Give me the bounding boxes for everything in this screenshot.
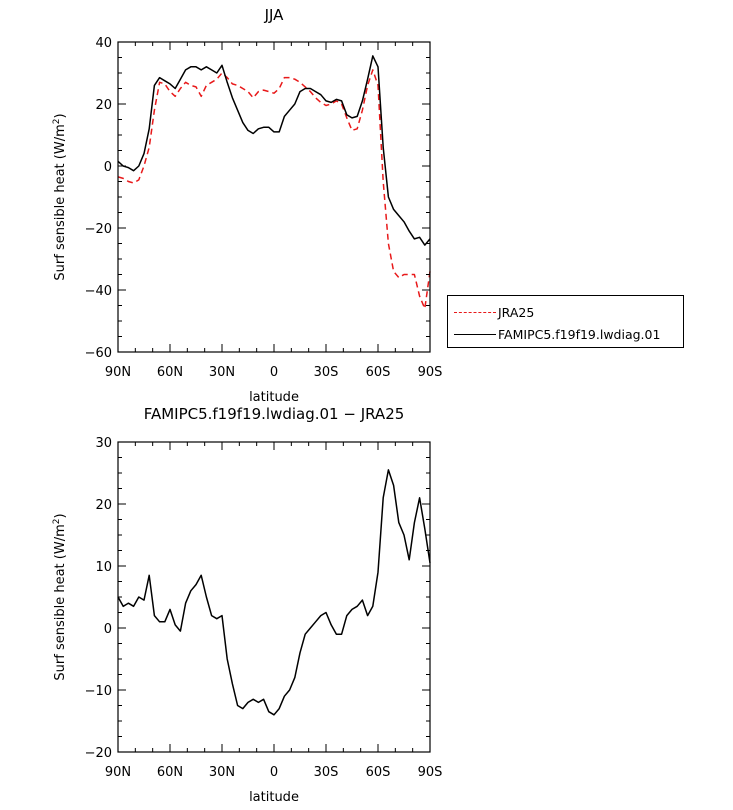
top-y-tick-label: −20 xyxy=(85,222,112,237)
top-series-line-famipc5-f19f19-lwdiag-01 xyxy=(117,55,431,246)
bottom-x-tick-label: 0 xyxy=(270,765,278,780)
top-x-tick-label: 90S xyxy=(418,365,443,380)
bottom-panel-series-layer xyxy=(117,469,431,716)
bottom-panel-y-axis-label: Surf sensible heat (W/m2) xyxy=(52,513,68,680)
legend-swatch-jra25 xyxy=(454,311,496,313)
bottom-x-tick-label: 90S xyxy=(418,765,443,780)
top-panel-y-axis-label-sup: 2 xyxy=(52,119,62,125)
bottom-x-tick-label: 30S xyxy=(314,765,339,780)
bottom-x-tick-label: 60S xyxy=(366,765,391,780)
top-y-tick-label: −40 xyxy=(85,284,112,299)
bottom-y-tick-label: 30 xyxy=(95,436,112,451)
legend-label-famipc5: FAMIPC5.f19f19.lwdiag.01 xyxy=(498,326,661,342)
legend-label-jra25: JRA25 xyxy=(498,304,535,320)
bottom-y-tick-label: −20 xyxy=(85,746,112,761)
bottom-y-tick-label: 0 xyxy=(104,622,112,637)
bottom-panel-title: FAMIPC5.f19f19.lwdiag.01 − JRA25 xyxy=(144,405,405,423)
bottom-panel-difference: FAMIPC5.f19f19.lwdiag.01 − JRA25 90N 60N 3… xyxy=(52,405,442,805)
legend-swatch-famipc5 xyxy=(454,333,496,335)
bottom-panel-x-axis-label: latitude xyxy=(249,790,299,805)
top-panel-plot-frame xyxy=(117,41,431,353)
legend-entry-jra25: JRA25 xyxy=(454,303,534,321)
top-y-tick-label: 0 xyxy=(104,160,112,175)
top-x-tick-label: 60S xyxy=(366,365,391,380)
top-x-tick-label: 30S xyxy=(314,365,339,380)
bottom-y-tick-label: −10 xyxy=(85,684,112,699)
bottom-x-tick-label: 60N xyxy=(157,765,183,780)
top-panel-y-axis-label-end: ) xyxy=(53,113,68,118)
bottom-y-tick-label: 10 xyxy=(95,560,112,575)
bottom-series-line-difference xyxy=(117,469,431,716)
top-y-tick-label: −60 xyxy=(85,346,112,361)
bottom-y-tick-label: 20 xyxy=(95,498,112,513)
top-x-tick-label: 30N xyxy=(209,365,235,380)
top-x-tick-label: 90N xyxy=(105,365,131,380)
top-panel-ticks: 90N 60N 30N 0 30S 60S 90S −60 −40 −20 0 20 40 xyxy=(85,36,443,380)
top-series-line-jra25 xyxy=(117,69,431,310)
bottom-panel-y-axis-label-main: Surf sensible heat (W/m xyxy=(53,524,68,680)
top-panel-legend: JRA25 FAMIPC5.f19f19.lwdiag.01 xyxy=(447,295,684,348)
top-x-tick-label: 60N xyxy=(157,365,183,380)
top-panel-x-axis-label: latitude xyxy=(249,390,299,405)
top-panel-jja: JJA 90N 60N 30N 0 30S 60S 90S −60 −40 −20 0 20 40 la… xyxy=(52,6,442,405)
top-y-tick-label: 20 xyxy=(95,98,112,113)
top-panel-y-axis-label: Surf sensible heat (W/m2) xyxy=(52,113,68,280)
bottom-panel-plot-frame xyxy=(117,441,431,753)
top-panel-series-layer xyxy=(117,55,431,310)
top-panel-title: JJA xyxy=(264,6,285,24)
legend-entry-famipc5: FAMIPC5.f19f19.lwdiag.01 xyxy=(454,325,660,343)
bottom-panel-ticks: 90N 60N 30N 0 30S 60S 90S −20 −10 0 10 20 30 xyxy=(85,436,443,780)
bottom-panel-y-axis-label-end: ) xyxy=(53,513,68,518)
top-panel-y-axis-label-main: Surf sensible heat (W/m xyxy=(53,124,68,280)
top-y-tick-label: 40 xyxy=(95,36,112,51)
top-x-tick-label: 0 xyxy=(270,365,278,380)
bottom-x-tick-label: 30N xyxy=(209,765,235,780)
bottom-panel-y-axis-label-sup: 2 xyxy=(52,519,62,525)
bottom-x-tick-label: 90N xyxy=(105,765,131,780)
